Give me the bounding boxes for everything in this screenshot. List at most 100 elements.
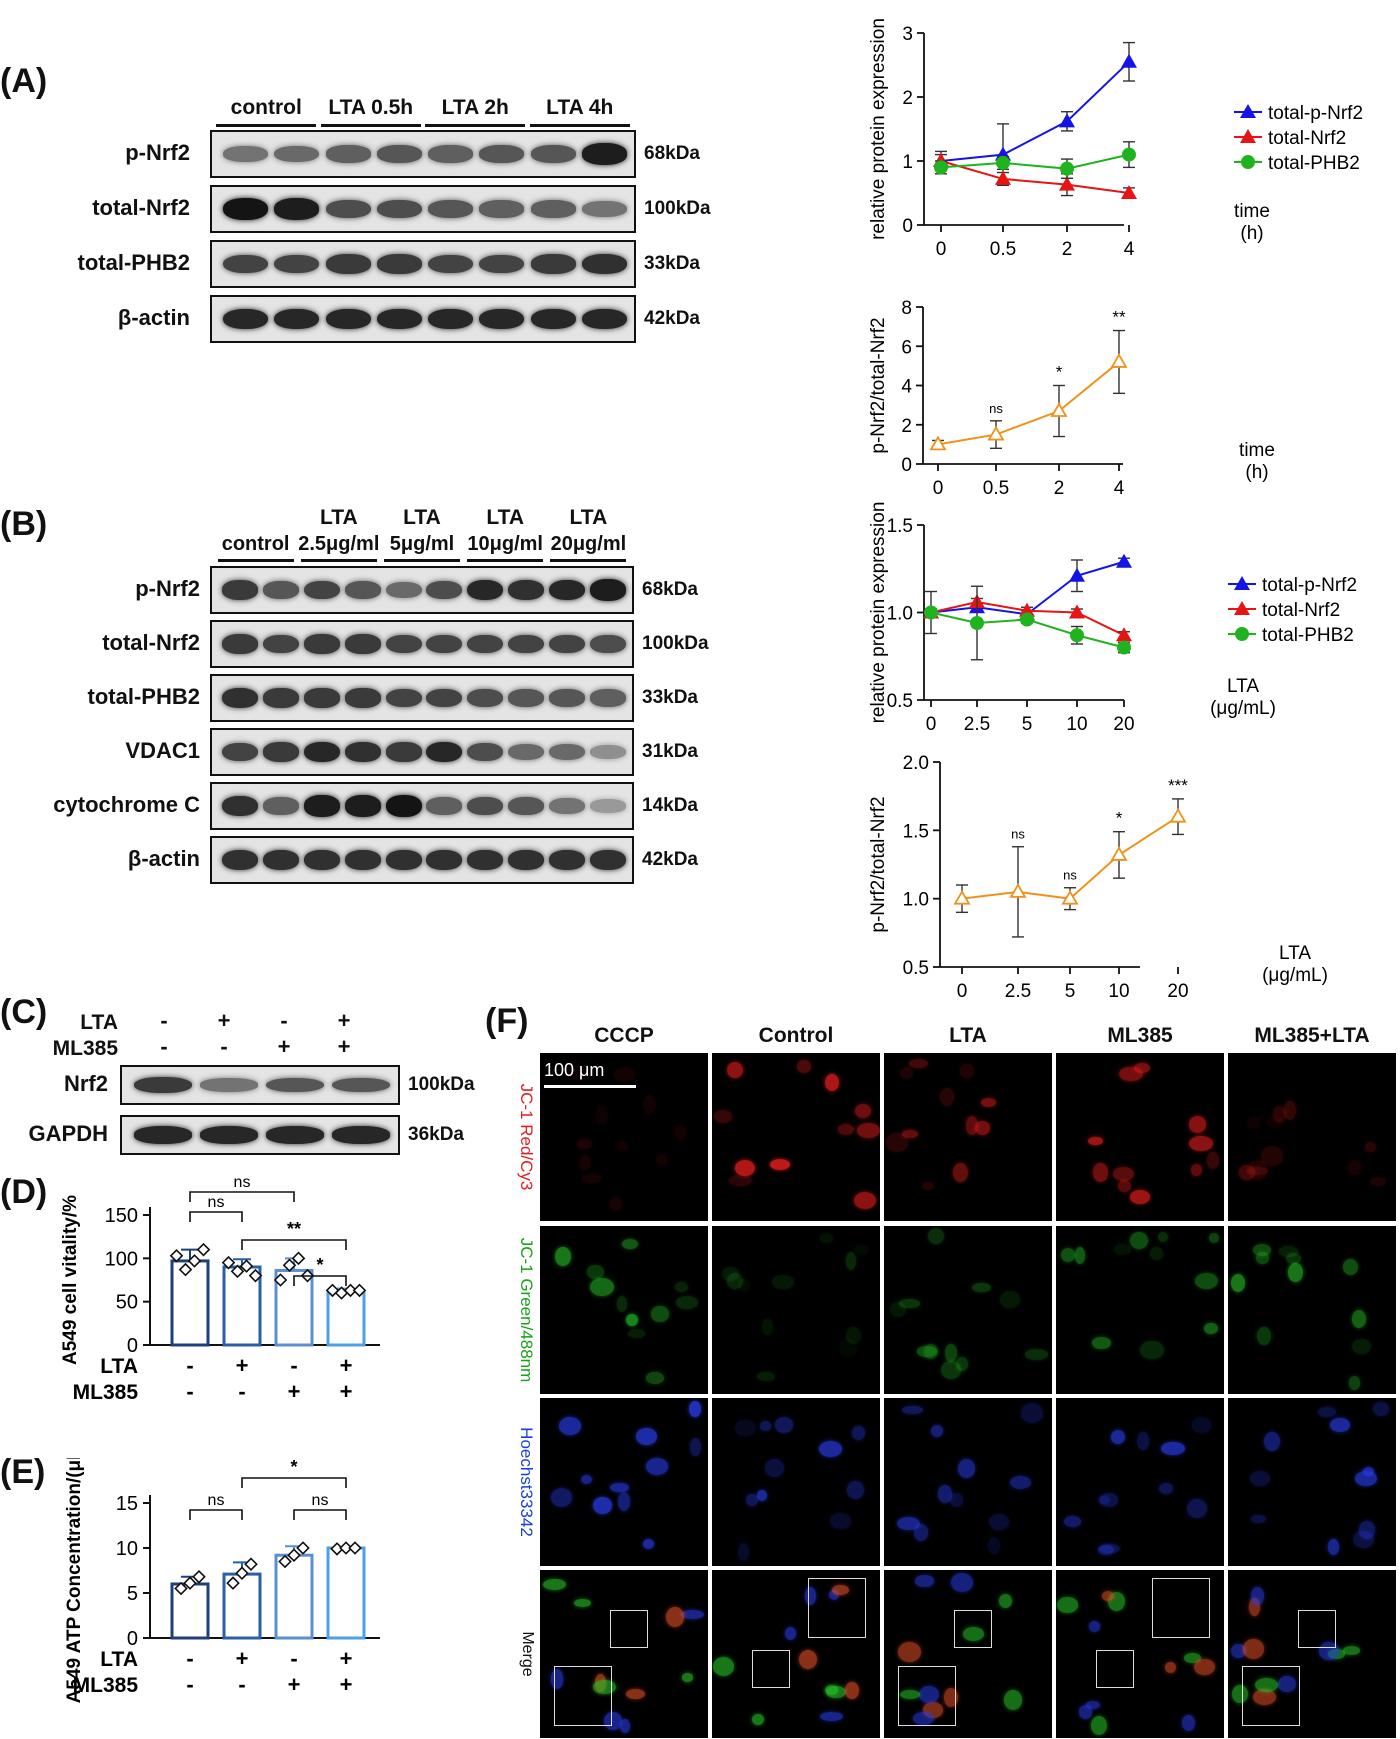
panel-d-comparison-bracket bbox=[189, 1211, 243, 1222]
panel-f-cell bbox=[1161, 1441, 1186, 1456]
panel-a-lane-label: LTA 2h bbox=[441, 96, 509, 119]
panel-f-image-tile bbox=[884, 1226, 1052, 1394]
panel-b-row-label: VDAC1 bbox=[125, 738, 200, 763]
panel-a-lane-line bbox=[529, 124, 630, 127]
panel-e-factor-sign: + bbox=[340, 1672, 353, 1697]
panel-f-cell bbox=[1118, 1179, 1131, 1192]
panel-b-lane-bottom: 5μg/ml bbox=[389, 533, 455, 555]
panel-f-cell bbox=[1251, 1515, 1267, 1524]
panel-f-zoom-inset bbox=[1242, 1666, 1300, 1726]
panel-f-scalebar-label: 100 μm bbox=[544, 1060, 605, 1080]
chart1-data-point bbox=[1121, 185, 1137, 199]
panel-c-sign: + bbox=[337, 1008, 351, 1033]
panel-d-factor-sign: + bbox=[236, 1353, 249, 1378]
panel-e-letter: (E) bbox=[0, 1453, 46, 1491]
panel-b-band bbox=[304, 688, 340, 708]
panel-b-band bbox=[222, 687, 259, 709]
panel-b-band bbox=[508, 634, 544, 654]
chart1-series-line bbox=[940, 153, 1130, 170]
panel-f-cell bbox=[943, 1688, 958, 1707]
panel-f-cell bbox=[949, 1493, 964, 1507]
panel-a-band bbox=[428, 145, 474, 163]
panel-d-letter: (D) bbox=[0, 1173, 48, 1211]
chart4-significance: ns bbox=[1063, 868, 1077, 883]
chart4-x-tick-label: 5 bbox=[1065, 981, 1076, 1000]
panel-f-cell bbox=[1191, 1417, 1212, 1434]
panel-f-cell bbox=[1248, 1160, 1267, 1180]
panel-f-scalebar bbox=[544, 1085, 636, 1088]
panel-b-band bbox=[426, 797, 463, 815]
panel-c-band bbox=[133, 1126, 193, 1144]
panel-b-band bbox=[589, 849, 626, 871]
chart1-y-tick-label: 3 bbox=[902, 24, 913, 45]
panel-e-data-point bbox=[330, 1542, 344, 1556]
chart4-data-point bbox=[1169, 807, 1187, 823]
panel-f-cell bbox=[846, 1251, 857, 1270]
panel-f-cell bbox=[721, 1266, 739, 1282]
panel-f-cell bbox=[1157, 1232, 1168, 1243]
panel-a-band bbox=[581, 253, 627, 275]
panel-f-cell bbox=[912, 1711, 934, 1725]
panel-d-factor-sign: - bbox=[186, 1353, 193, 1378]
panel-f-cell bbox=[587, 1264, 605, 1280]
panel-e-comparison-bracket bbox=[189, 1509, 243, 1520]
panel-b-blot-strip bbox=[210, 836, 634, 884]
panel-b-band bbox=[304, 795, 340, 817]
panel-d-factor-sign: + bbox=[340, 1379, 353, 1404]
chart1-y-tick-label: 1 bbox=[902, 152, 913, 173]
panel-f-cell bbox=[825, 1685, 839, 1695]
panel-b-band bbox=[467, 742, 504, 762]
panel-f-cell bbox=[962, 1627, 985, 1642]
panel-f-cell bbox=[854, 1191, 877, 1209]
panel-a-band bbox=[376, 145, 422, 163]
chart4-significance: ns bbox=[1011, 827, 1025, 842]
panel-b-band bbox=[263, 742, 300, 762]
panel-d-factor-sign: - bbox=[290, 1353, 297, 1378]
panel-b-band bbox=[426, 849, 463, 871]
chart1-x-tick-label: 0.5 bbox=[990, 239, 1016, 260]
chart1-x-axis-unit: (h) bbox=[1240, 223, 1263, 244]
panel-b-lane-line bbox=[217, 559, 294, 562]
panel-f-cell bbox=[897, 1516, 921, 1530]
panel-f-cell bbox=[1272, 1105, 1286, 1123]
panel-f-cell bbox=[617, 1296, 628, 1312]
panel-f-cell bbox=[1343, 1258, 1358, 1276]
panel-e-data-point bbox=[296, 1541, 310, 1555]
panel-f-cell bbox=[729, 1174, 752, 1186]
chart2-x-tick-label: 4 bbox=[1114, 478, 1125, 499]
chart1-legend-label: total-Nrf2 bbox=[1268, 128, 1346, 149]
panel-d-y-tick-label: 0 bbox=[127, 1335, 138, 1357]
panel-f-zoom-region bbox=[954, 1610, 992, 1648]
panel-b-band bbox=[467, 688, 504, 708]
panel-f-cell bbox=[825, 1073, 839, 1092]
panel-b-band bbox=[589, 689, 626, 707]
panel-f-cell bbox=[914, 1575, 935, 1587]
panel-f-cell bbox=[1159, 1482, 1173, 1494]
chart2-y-tick-label: 6 bbox=[901, 337, 912, 358]
panel-b-row-label: total-PHB2 bbox=[87, 684, 200, 709]
chart3-data-point bbox=[1020, 612, 1034, 627]
panel-a-band bbox=[581, 201, 627, 217]
panel-f-cell bbox=[689, 1400, 701, 1417]
panel-f-image-tile bbox=[540, 1570, 708, 1738]
panel-f-cell bbox=[713, 1656, 735, 1676]
panel-a-lane-line bbox=[216, 124, 317, 127]
panel-c-band bbox=[199, 1126, 259, 1144]
panel-f-image-tile bbox=[1056, 1570, 1224, 1738]
panel-b-band bbox=[263, 849, 300, 871]
panel-f-image-tile bbox=[540, 1053, 708, 1221]
chart1-data-point bbox=[1059, 176, 1075, 191]
panel-f-cell bbox=[590, 1278, 614, 1297]
chart3-x-tick-label: 20 bbox=[1113, 714, 1134, 735]
chart4-y-tick-label: 1.5 bbox=[903, 821, 929, 842]
panel-f-cell bbox=[774, 1417, 794, 1433]
panel-f-cell bbox=[628, 1329, 646, 1339]
panel-f-column-header: CCCP bbox=[594, 1024, 654, 1047]
panel-f-image-tile bbox=[712, 1570, 880, 1738]
panel-f-image-tile bbox=[1228, 1226, 1396, 1394]
panel-d-data-point bbox=[221, 1255, 236, 1270]
panel-f-cell bbox=[931, 1425, 944, 1437]
panel-f-cell bbox=[899, 1689, 921, 1700]
panel-b-band bbox=[304, 634, 340, 654]
panel-f-cell bbox=[1093, 1163, 1108, 1182]
